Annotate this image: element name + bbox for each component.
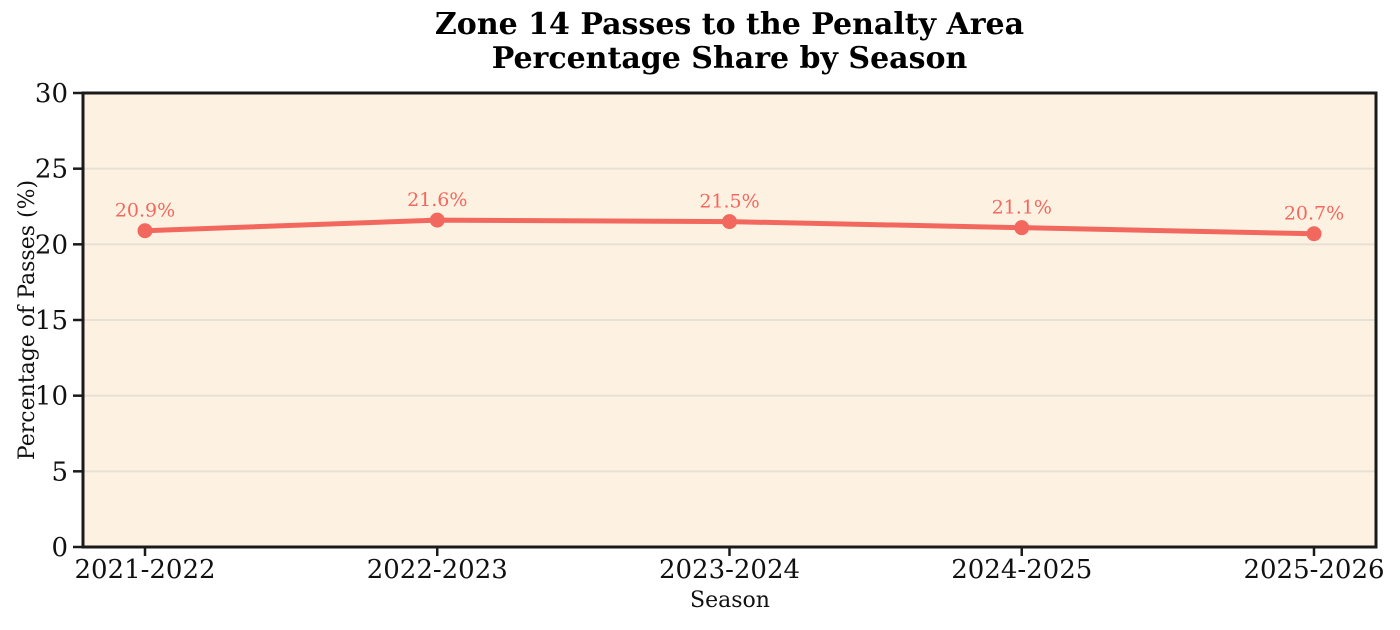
y-axis-label: Percentage of Passes (%) bbox=[15, 180, 40, 460]
y-tick-label: 30 bbox=[35, 79, 68, 109]
data-point bbox=[429, 212, 445, 228]
data-point-label: 20.9% bbox=[115, 200, 175, 222]
axis-tick-labels: 0 5 10 15 20 25 30 2021-2022 2022-2023 2023-2024 2… bbox=[35, 79, 1385, 585]
data-point-label: 21.6% bbox=[407, 189, 467, 211]
y-tick-label: 20 bbox=[35, 230, 68, 260]
data-point bbox=[137, 223, 153, 239]
x-tick-label: 2024-2025 bbox=[951, 555, 1092, 585]
x-tick-label: 2022-2023 bbox=[367, 555, 508, 585]
data-point bbox=[722, 214, 737, 230]
data-point-label: 21.1% bbox=[992, 197, 1052, 219]
x-axis-label: Season bbox=[690, 588, 770, 613]
axis-ticks bbox=[73, 91, 1316, 556]
x-tick-label: 2025-2026 bbox=[1243, 555, 1384, 585]
chart-title: Zone 14 Passes to the Penalty Area Perce… bbox=[83, 8, 1376, 76]
data-point-label: 21.5% bbox=[699, 191, 759, 213]
data-point bbox=[1306, 226, 1322, 242]
chart-title-line-1: Zone 14 Passes to the Penalty Area bbox=[434, 7, 1025, 42]
x-tick-label: 2023-2024 bbox=[659, 555, 800, 585]
data-point-label: 20.7% bbox=[1284, 203, 1344, 225]
y-tick-label: 15 bbox=[35, 306, 68, 336]
y-tick-label: 5 bbox=[51, 457, 68, 487]
gridlines bbox=[83, 167, 1376, 473]
y-tick-label: 0 bbox=[51, 533, 68, 563]
x-tick-label: 2021-2022 bbox=[74, 555, 215, 585]
y-tick-label: 25 bbox=[35, 155, 68, 185]
data-point bbox=[1014, 220, 1030, 236]
y-tick-label: 10 bbox=[35, 382, 68, 412]
data-series: 20.9% 21.6% 21.5% 21.1% 20.7% bbox=[115, 189, 1344, 242]
chart-title-line-2: Percentage Share by Season bbox=[491, 41, 968, 76]
